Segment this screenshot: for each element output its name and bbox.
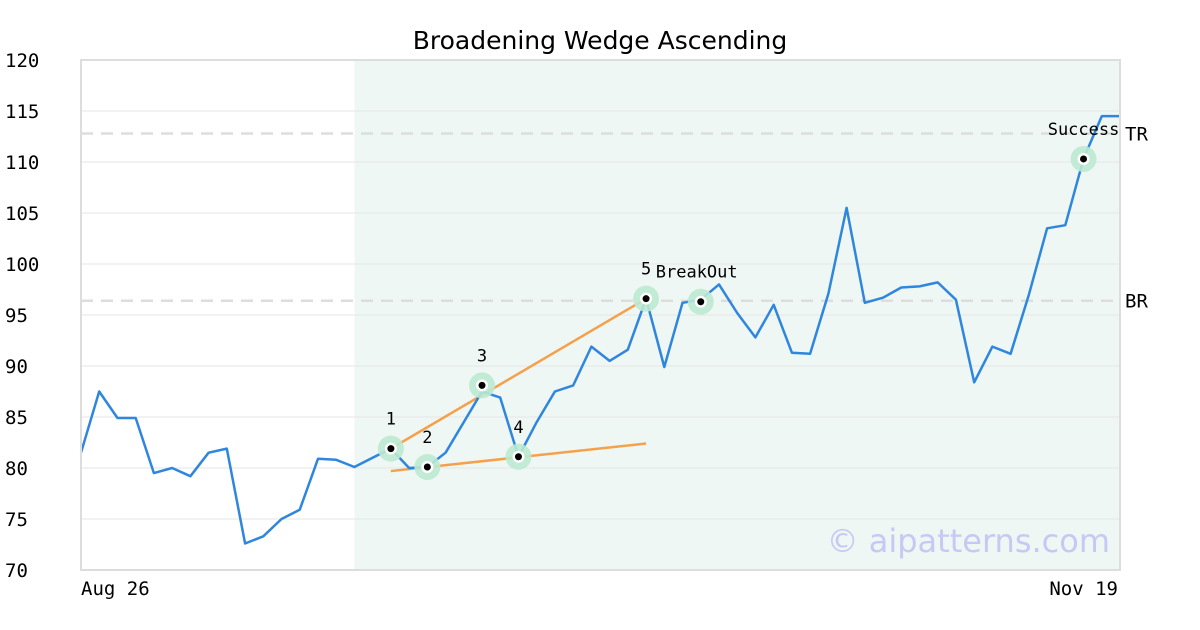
y-tick-label: 120	[5, 50, 39, 72]
marker-dot-breakout	[697, 298, 705, 306]
y-tick-label: 110	[5, 152, 39, 174]
y-tick-label: 100	[5, 254, 39, 276]
marker-label-5: 5	[641, 260, 651, 280]
marker-dot-2	[423, 463, 431, 471]
plot-frame	[80, 59, 1121, 571]
chart-title: Broadening Wedge Ascending	[413, 26, 788, 55]
y-tick-label: 90	[5, 356, 28, 378]
marker-label-breakout: BreakOut	[656, 263, 738, 283]
marker-dot-5	[642, 295, 650, 303]
watermark: © aipatterns.com	[827, 522, 1110, 560]
y-tick-label: 115	[5, 101, 39, 123]
y-tick-label: 70	[5, 560, 28, 582]
y-tick-label: 105	[5, 203, 39, 225]
marker-label-2: 2	[422, 428, 432, 448]
price-line	[79, 114, 1120, 545]
trendline-upper	[390, 297, 647, 450]
marker-dot-4	[514, 453, 522, 461]
level-label-tr: TR	[1125, 123, 1148, 145]
y-tick-label: 85	[5, 407, 28, 429]
marker-dot-3	[478, 381, 486, 389]
marker-label-4: 4	[513, 418, 523, 438]
marker-label-1: 1	[386, 410, 396, 430]
x-label-start: Aug 26	[81, 578, 150, 600]
y-tick-label: 75	[5, 509, 28, 531]
y-tick-label: 80	[5, 458, 28, 480]
level-label-br: BR	[1125, 291, 1148, 313]
y-tick-label: 95	[5, 305, 28, 327]
marker-dot-success	[1080, 155, 1088, 163]
marker-label-3: 3	[477, 346, 487, 366]
marker-label-success: Success	[1048, 120, 1120, 140]
marker-dot-1	[387, 445, 395, 453]
x-label-end: Nov 19	[1049, 578, 1118, 600]
